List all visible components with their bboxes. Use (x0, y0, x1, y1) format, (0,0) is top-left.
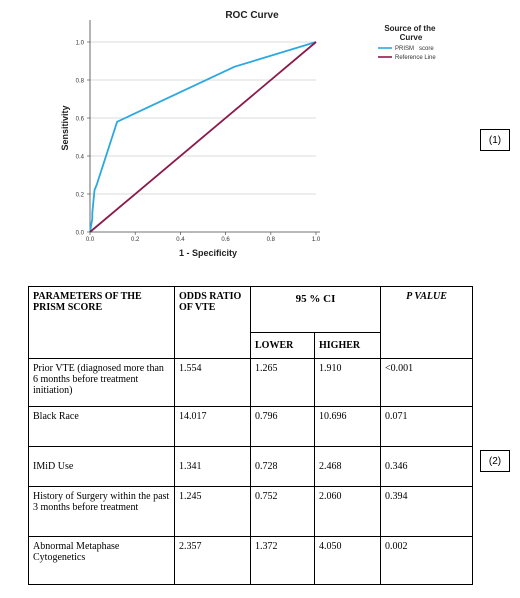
cell-lower: 0.752 (250, 486, 315, 537)
prism-score-table-container: PARAMETERS OF THE PRISM SCORE ODDS RATIO… (28, 286, 474, 585)
cell-parameter: Prior VTE (diagnosed more than 6 months … (28, 358, 175, 407)
table-header-row: PARAMETERS OF THE PRISM SCORE ODDS RATIO… (28, 286, 474, 359)
cell-odds: 1.341 (174, 446, 251, 487)
y-tick-label: 0.4 (76, 155, 85, 161)
cell-lower: 0.796 (250, 406, 315, 447)
legend-entry: Reference Line (395, 55, 436, 61)
table-row: History of Surgery within the past 3 mon… (28, 486, 474, 537)
cell-lower: 1.372 (250, 536, 315, 585)
y-tick-label: 0.2 (76, 193, 85, 199)
cell-higher: 4.050 (313, 536, 382, 585)
header-95-ci: 95 % CI (249, 286, 382, 333)
header-p-letter: P (406, 291, 412, 302)
cell-odds: 14.017 (174, 406, 251, 447)
table-row: Prior VTE (diagnosed more than 6 months … (28, 358, 474, 407)
x-tick-label: 0.4 (176, 237, 185, 243)
chart-legend: Source of the Curve PRISM score Reference… (378, 24, 437, 61)
figure-label-2: (2) (480, 450, 510, 472)
legend-entry: PRISM score (395, 46, 434, 52)
y-axis-label: Sensitivity (60, 105, 70, 150)
cell-p-value: 0.071 (380, 406, 474, 447)
cell-parameter: Abnormal Metaphase Cytogenetics (28, 536, 175, 585)
header-odds-ratio: ODDS RATIO OF VTE (174, 286, 251, 359)
cell-parameter: History of Surgery within the past 3 mon… (28, 486, 175, 537)
header-parameters: PARAMETERS OF THE PRISM SCORE (28, 286, 175, 359)
cell-odds: 1.554 (174, 358, 251, 407)
cell-p-value: 0.394 (380, 486, 474, 537)
x-tick-label: 0.8 (267, 237, 276, 243)
table-row: Black Race 14.017 0.796 10.696 0.071 (28, 406, 474, 447)
y-tick-label: 0.8 (76, 79, 85, 85)
table-row: IMiD Use 1.341 0.728 2.468 0.346 (28, 446, 474, 487)
series-lines (89, 41, 317, 233)
figure-label-1: (1) (480, 129, 510, 151)
cell-odds: 1.245 (174, 486, 251, 537)
legend-title-line-2: Curve (400, 33, 423, 42)
series-line-0 (89, 41, 317, 233)
cell-higher: 2.060 (313, 486, 382, 537)
table-subheader-row: LOWER HIGHER (29, 332, 473, 359)
header-value-word: VALUE (411, 291, 447, 302)
x-axis-label: 1 - Specificity (179, 248, 237, 258)
x-tick-label: 0.6 (221, 237, 230, 243)
cell-odds: 2.357 (174, 536, 251, 585)
chart-title: ROC Curve (225, 10, 279, 21)
series-line-1 (89, 41, 317, 233)
x-tick-label: 0.0 (86, 237, 95, 243)
cell-p-value: 0.002 (380, 536, 474, 585)
y-tick-label: 0.0 (76, 231, 85, 237)
cell-higher: 1.910 (313, 358, 382, 407)
x-tick-label: 0.2 (131, 237, 140, 243)
legend-items: PRISM score Reference Line (378, 46, 436, 61)
cell-lower: 1.265 (250, 358, 315, 407)
y-tick-label: 0.6 (76, 117, 85, 123)
cell-parameter: IMiD Use (28, 446, 175, 487)
cell-parameter: Black Race (28, 406, 175, 447)
cell-p-value: <0.001 (380, 358, 474, 407)
header-higher: HIGHER (313, 332, 382, 359)
header-p-value: P VALUE (380, 286, 474, 359)
cell-higher: 10.696 (313, 406, 382, 447)
cell-lower: 0.728 (250, 446, 315, 487)
cell-p-value: 0.346 (380, 446, 474, 487)
table-row: Abnormal Metaphase Cytogenetics 2.357 1.… (28, 536, 474, 585)
header-lower: LOWER (250, 332, 315, 359)
y-tick-label: 1.0 (76, 41, 85, 47)
prism-score-table: PARAMETERS OF THE PRISM SCORE ODDS RATIO… (28, 286, 474, 585)
grid-lines (90, 41, 316, 195)
cell-higher: 2.468 (313, 446, 382, 487)
legend-title: Source of the Curve (384, 24, 437, 42)
axes (87, 20, 320, 235)
x-tick-label: 1.0 (312, 237, 321, 243)
tick-labels: 0.0 0.2 0.4 0.6 0.8 1.0 0.0 0.2 0.4 0.6 0.8 1.0 (76, 41, 321, 244)
roc-chart: ROC Curve 0.0 0.2 0.4 0.6 0.8 1.0 0.0 0.2 0.4 0.6… (60, 10, 437, 258)
legend-title-line-1: Source of the (384, 24, 436, 33)
